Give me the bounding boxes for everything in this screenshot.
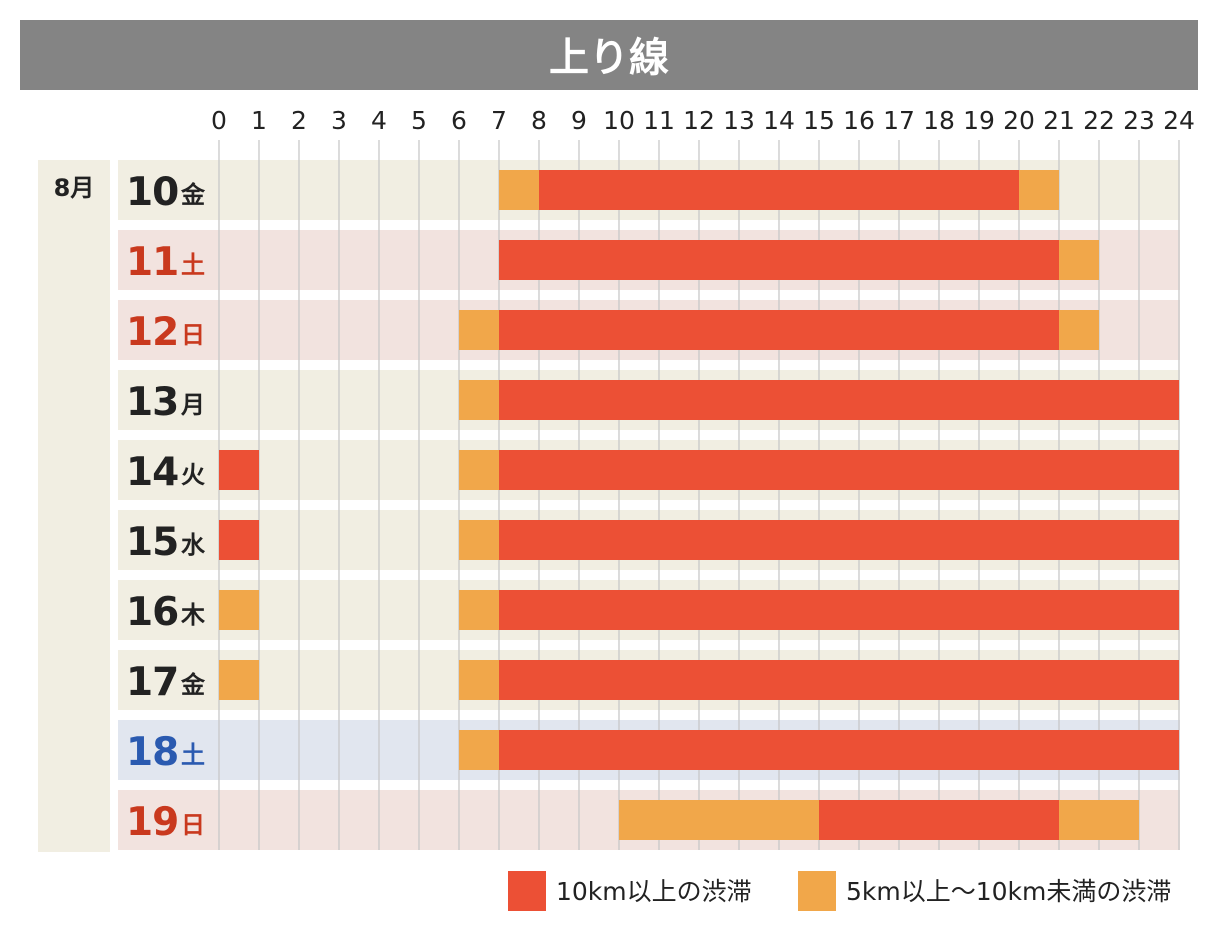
legend-label: 5km以上～10km未満の渋滞	[846, 877, 1171, 906]
congestion-bar-heavy	[499, 310, 1059, 350]
x-tick-label: 12	[683, 106, 715, 135]
day-weekday: 土	[181, 251, 205, 279]
day-weekday: 土	[181, 741, 205, 769]
congestion-bar-light	[1059, 310, 1099, 350]
congestion-bar-light	[219, 660, 259, 700]
legend: 10km以上の渋滞 5km以上～10km未満の渋滞	[508, 871, 1171, 911]
congestion-bar-light	[459, 730, 499, 770]
x-tick-label: 0	[211, 106, 227, 135]
x-tick-label: 2	[291, 106, 307, 135]
congestion-bar-heavy	[499, 450, 1179, 490]
day-number: 18	[126, 730, 178, 775]
day-number: 12	[126, 310, 178, 355]
x-tick-label: 10	[603, 106, 635, 135]
x-tick-label: 24	[1163, 106, 1195, 135]
month-band	[38, 160, 110, 852]
x-tick-label: 16	[843, 106, 875, 135]
x-axis-ticks: 0 1 2 3 4 5 6 7 8 9 10 11 12 13 14 15 16 17 18 19 20 21 22 23 24	[211, 106, 1195, 135]
congestion-bar-light	[219, 590, 259, 630]
congestion-bar-heavy	[219, 520, 259, 560]
congestion-bar-heavy	[499, 520, 1179, 560]
day-weekday: 水	[181, 531, 206, 559]
x-tick-label: 5	[411, 106, 427, 135]
congestion-bars	[219, 170, 1179, 840]
legend-label: 10km以上の渋滞	[556, 877, 752, 906]
congestion-bar-heavy	[499, 660, 1179, 700]
day-weekday: 金	[180, 181, 206, 209]
title-band	[20, 20, 1198, 90]
day-weekday: 月	[180, 391, 205, 419]
congestion-bar-light	[459, 660, 499, 700]
x-tick-label: 6	[451, 106, 467, 135]
congestion-bar-light	[459, 590, 499, 630]
day-number: 19	[126, 800, 178, 845]
congestion-bar-heavy	[499, 590, 1179, 630]
day-number: 11	[126, 240, 178, 285]
x-tick-label: 14	[763, 106, 795, 135]
x-tick-label: 8	[531, 106, 547, 135]
day-number: 17	[126, 660, 178, 705]
day-number: 15	[126, 520, 178, 565]
congestion-bar-light	[459, 520, 499, 560]
x-tick-label: 18	[923, 106, 955, 135]
day-labels: 10 金11 土12 日13 月14 火15 水16 木17 金18 土19 日	[126, 170, 206, 845]
congestion-bar-light	[1019, 170, 1059, 210]
congestion-bar-heavy	[819, 800, 1059, 840]
x-tick-label: 15	[803, 106, 835, 135]
x-tick-label: 9	[571, 106, 587, 135]
x-tick-label: 21	[1043, 106, 1075, 135]
x-tick-label: 19	[963, 106, 995, 135]
x-tick-label: 1	[251, 106, 267, 135]
congestion-bar-light	[1059, 800, 1139, 840]
day-weekday: 日	[181, 321, 205, 349]
x-tick-label: 4	[371, 106, 387, 135]
congestion-bar-light	[459, 310, 499, 350]
congestion-bar-light	[459, 380, 499, 420]
congestion-bar-light	[619, 800, 819, 840]
congestion-bar-light	[459, 450, 499, 490]
congestion-bar-heavy	[499, 240, 1059, 280]
congestion-bar-heavy	[499, 730, 1179, 770]
congestion-bar-light	[499, 170, 539, 210]
legend-swatch-light	[798, 871, 836, 911]
day-number: 14	[126, 450, 178, 495]
day-number: 10	[126, 170, 178, 215]
x-tick-label: 22	[1083, 106, 1115, 135]
x-tick-label: 3	[331, 106, 347, 135]
congestion-bar-heavy	[499, 380, 1179, 420]
day-weekday: 火	[181, 461, 205, 489]
congestion-bar-heavy	[219, 450, 259, 490]
chart-title: 上り線	[549, 35, 669, 81]
legend-swatch-heavy	[508, 871, 546, 911]
x-tick-label: 23	[1123, 106, 1155, 135]
congestion-bar-heavy	[539, 170, 1019, 210]
congestion-bar-light	[1059, 240, 1099, 280]
day-weekday: 金	[180, 671, 206, 699]
x-tick-label: 20	[1003, 106, 1035, 135]
x-tick-label: 7	[491, 106, 507, 135]
day-weekday: 日	[181, 811, 205, 839]
x-tick-label: 13	[723, 106, 755, 135]
day-weekday: 木	[180, 601, 206, 629]
day-number: 13	[126, 380, 178, 425]
month-label: 8月	[54, 174, 95, 202]
x-tick-label: 11	[643, 106, 675, 135]
x-tick-label: 17	[883, 106, 915, 135]
day-number: 16	[126, 590, 178, 635]
